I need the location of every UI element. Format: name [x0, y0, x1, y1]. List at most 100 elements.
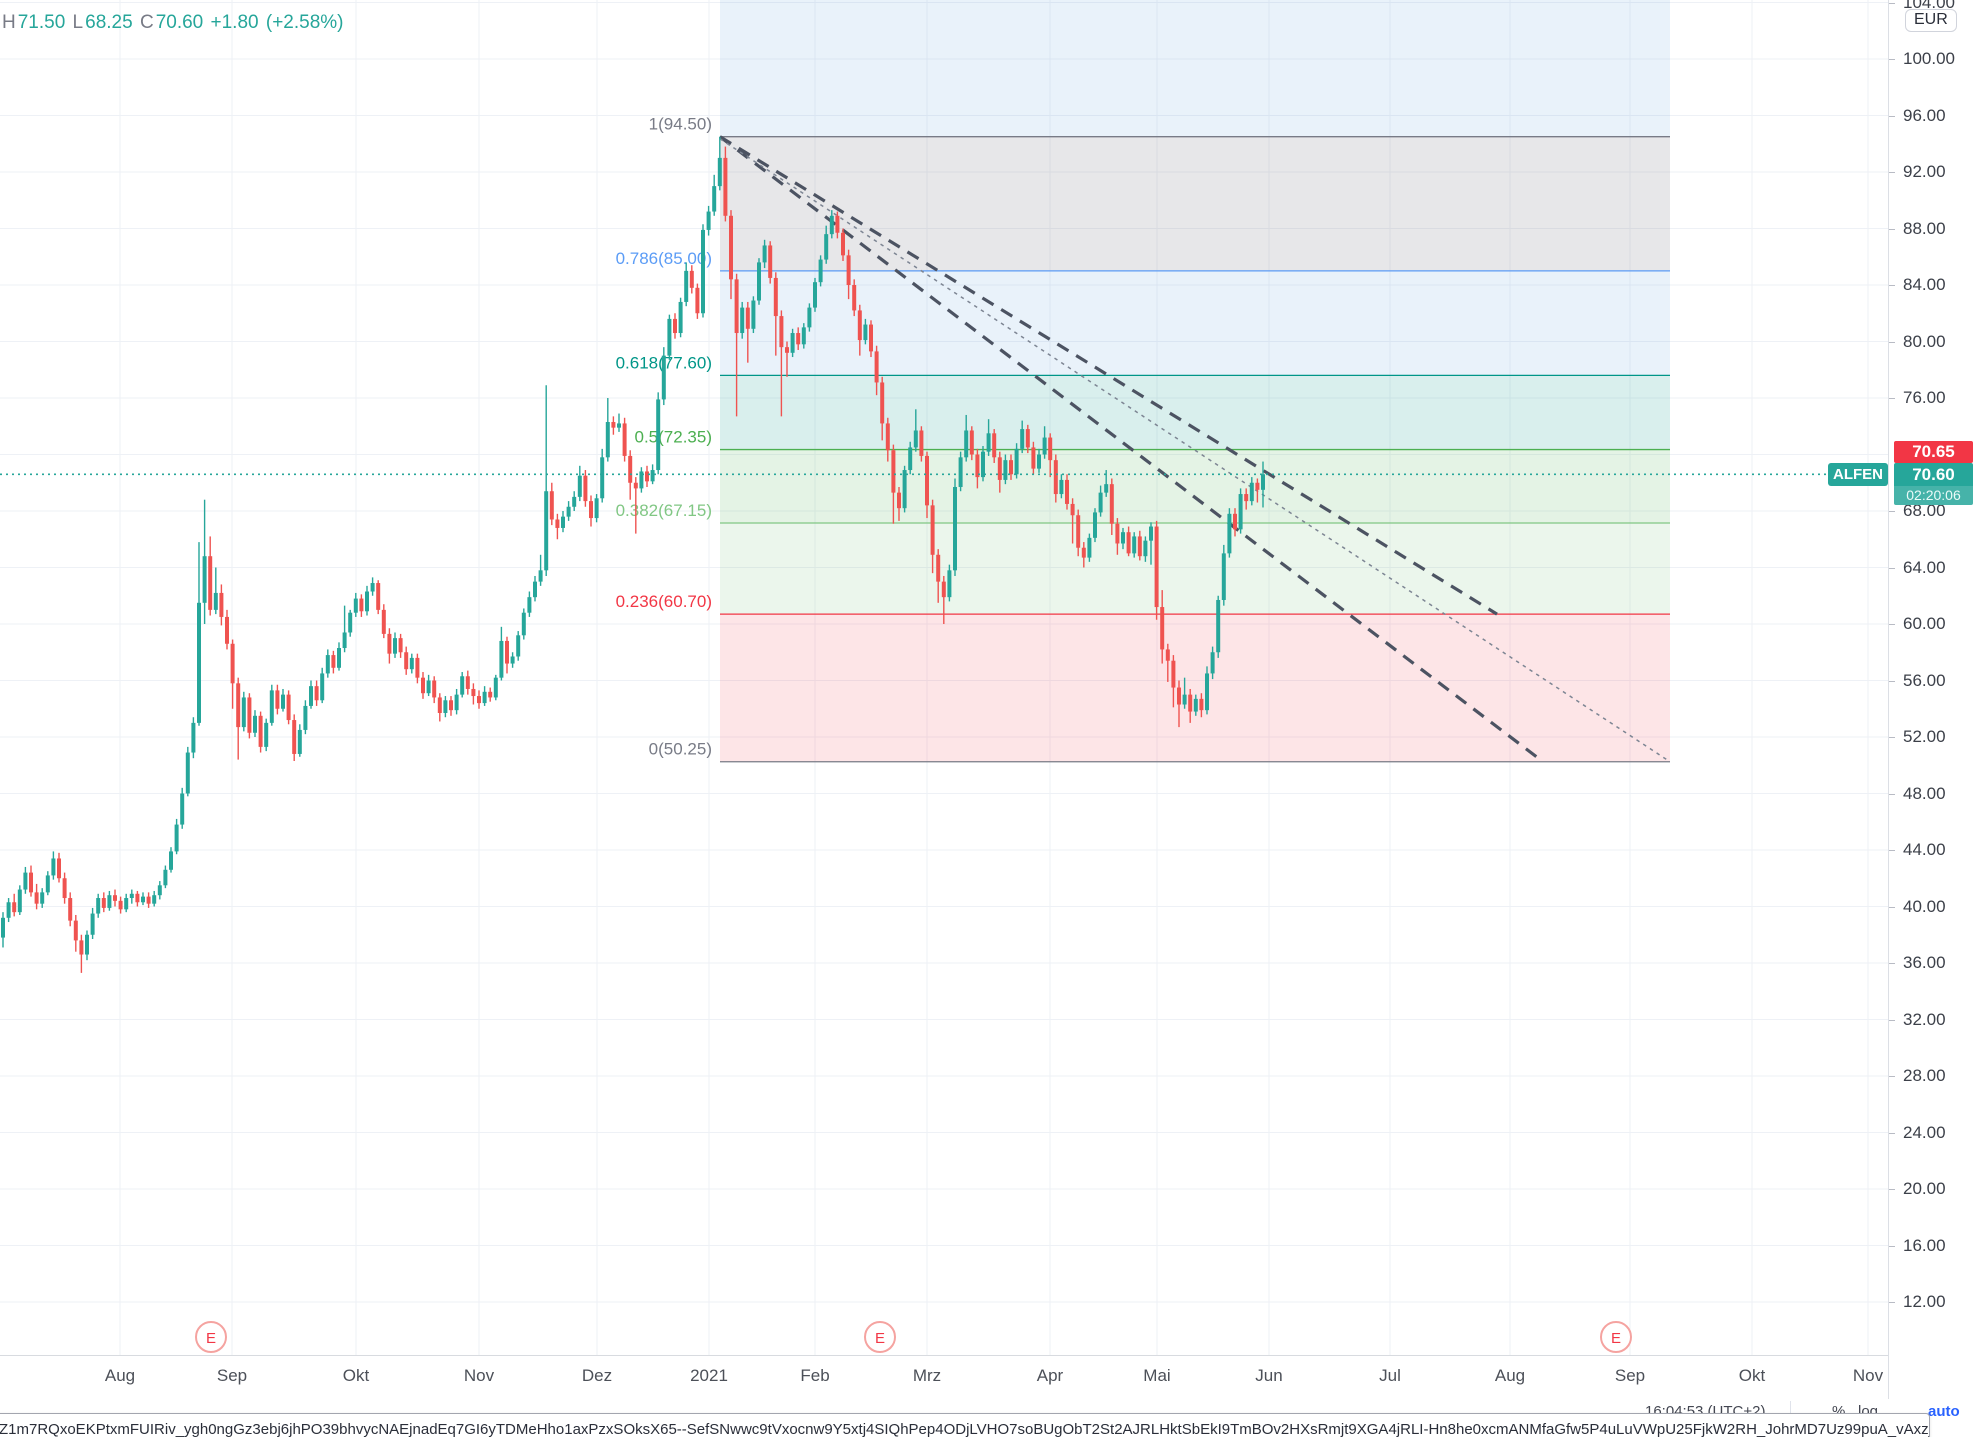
earnings-letter: E: [206, 1330, 216, 1347]
earnings-badge[interactable]: E: [1600, 1321, 1632, 1353]
candle-body: [219, 592, 224, 617]
month-label[interactable]: Aug: [104, 1366, 136, 1385]
ohlc-segment: H: [2, 12, 16, 33]
candle-body: [202, 556, 207, 603]
ohlc-segment: +1.80: [205, 12, 259, 33]
candle-body: [997, 457, 1002, 480]
candle-body: [437, 697, 442, 713]
candle-body: [1165, 649, 1170, 661]
candle-body: [129, 893, 134, 899]
month-label[interactable]: Jun: [1255, 1366, 1283, 1385]
candle-body: [594, 498, 599, 519]
candle-body: [656, 399, 661, 471]
candle-body: [96, 898, 101, 914]
fib-level-label: 0.382(67.15): [616, 501, 712, 520]
time-axis[interactable]: Aug Sep Okt Nov Dez 2021 Feb Mrz Apr Mai Jun Jul Aug…: [0, 1355, 1974, 1400]
fib-level-label: 0(50.25): [649, 740, 712, 759]
price-tick-label: 12.00: [1903, 1292, 1946, 1311]
candle-body: [409, 657, 414, 670]
candle-body: [1098, 492, 1103, 513]
month-label[interactable]: Feb: [800, 1366, 830, 1385]
currency-badge[interactable]: EUR: [1905, 9, 1957, 32]
candle-body: [1065, 479, 1069, 504]
candle-body: [1059, 479, 1064, 495]
month-label[interactable]: Okt: [342, 1366, 370, 1385]
month-label[interactable]: Sep: [1614, 1366, 1646, 1385]
month-label[interactable]: Dez: [581, 1366, 613, 1385]
candle-body: [241, 697, 246, 728]
price-tick-label: 84.00: [1903, 275, 1946, 294]
price-tick-label: 20.00: [1903, 1179, 1946, 1198]
candle-body: [1233, 513, 1237, 530]
ohlc-segment: (+2.58%): [260, 12, 344, 33]
earnings-badge[interactable]: E: [864, 1321, 896, 1353]
candle-body: [751, 300, 756, 329]
fib-level-label: 0.786(85.00): [616, 249, 712, 268]
month-label[interactable]: Okt: [1738, 1366, 1766, 1385]
month-label[interactable]: Apr: [1036, 1366, 1064, 1385]
price-axis[interactable]: EUR 104.00 100.00 96.00 92.00 88.00 84.00 80.0…: [1888, 0, 1974, 1399]
candle-body: [891, 450, 896, 493]
candle-body: [975, 454, 980, 478]
month-label[interactable]: Aug: [1494, 1366, 1526, 1385]
fib-level-label: 0.236(60.70): [616, 592, 712, 611]
month-label[interactable]: Mrz: [912, 1366, 942, 1385]
candle-body: [1221, 553, 1226, 600]
ohlc-segment: L: [67, 12, 84, 33]
candle-body: [365, 591, 369, 612]
candle-body: [779, 316, 784, 348]
candle-body: [1143, 540, 1148, 557]
ohlc-readout: H 71.50 L 68.25 C 70.60 +1.80 (+2.58%): [2, 12, 346, 34]
chart-pane[interactable]: 1(94.50)0.786(85.00)0.618(77.60)0.5(72.3…: [0, 0, 1888, 1355]
candle-body: [1070, 503, 1075, 516]
month-label[interactable]: Nov: [463, 1366, 495, 1385]
candle-body: [1104, 484, 1109, 493]
candle-body: [432, 680, 437, 698]
candle-body: [85, 934, 89, 955]
fib-band: [720, 614, 1670, 762]
candle-body: [1, 917, 5, 938]
price-tick-label: 32.00: [1903, 1009, 1946, 1029]
candle-body: [801, 327, 806, 345]
month-label[interactable]: Jul: [1379, 1366, 1401, 1385]
month-label[interactable]: Mai: [1143, 1366, 1171, 1385]
candle-body: [135, 893, 140, 903]
candle-body: [191, 722, 196, 753]
current-price-tag: 70.60 02:20:06: [1894, 463, 1973, 505]
candle-body: [1025, 429, 1030, 448]
fib-band: [720, 270, 1670, 376]
price-tick-label: 68.00: [1903, 501, 1946, 520]
fib-band: [720, 375, 1670, 450]
candle-body: [471, 688, 476, 697]
candle-body: [1182, 694, 1187, 705]
price-tick-label: 76.00: [1903, 388, 1946, 407]
candle-body: [1048, 437, 1053, 461]
candle-body: [247, 697, 252, 733]
price-tick-mark: [1889, 59, 1895, 60]
candle-body: [617, 423, 621, 428]
candle-body: [1177, 687, 1181, 705]
candle-body: [1081, 547, 1086, 558]
fib-level-label: 1(94.50): [649, 115, 712, 134]
month-label[interactable]: 2021: [690, 1366, 728, 1385]
auto-scale-button[interactable]: auto: [1928, 1403, 1960, 1420]
earnings-letter: E: [1611, 1330, 1621, 1347]
candle-body: [370, 583, 375, 592]
month-label[interactable]: Sep: [216, 1366, 248, 1385]
candle-body: [421, 677, 425, 694]
price-tick-mark: [1889, 963, 1895, 964]
candle-body: [1188, 694, 1193, 712]
candle-body: [1249, 482, 1254, 502]
month-label[interactable]: Nov: [1852, 1366, 1884, 1385]
earnings-badge[interactable]: E: [195, 1321, 227, 1353]
symbol-label: ALFEN: [1833, 466, 1883, 483]
candle-body: [297, 729, 302, 754]
candle-body: [113, 895, 117, 901]
bar-countdown: 02:20:06: [1894, 486, 1973, 505]
candle-body: [1126, 532, 1131, 554]
candle-body: [555, 519, 560, 528]
candle-body: [790, 333, 795, 353]
candle-body: [40, 892, 45, 904]
candle-body: [516, 635, 521, 657]
candle-body: [1053, 460, 1058, 495]
